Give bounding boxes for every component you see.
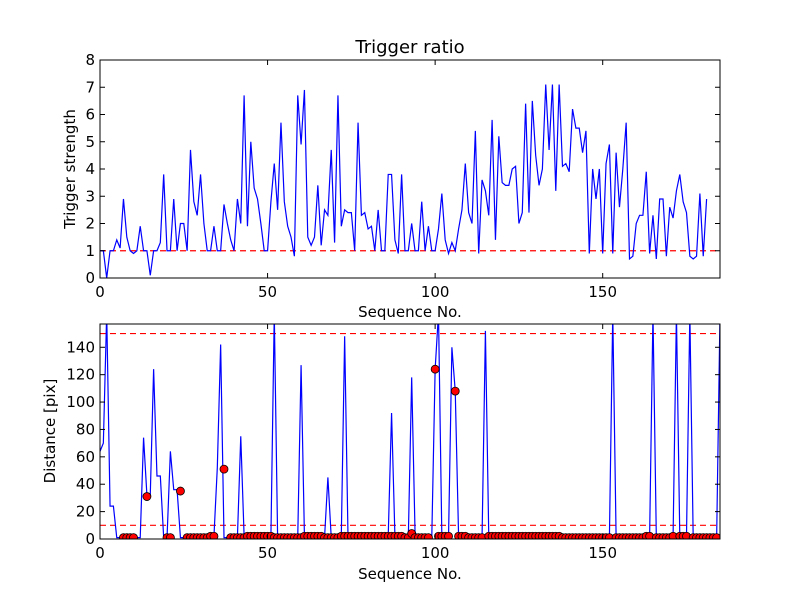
y-tick-label: 100	[66, 393, 95, 411]
data-point	[424, 533, 433, 539]
data-point	[176, 486, 185, 496]
y-tick-label: 5	[85, 133, 95, 151]
x-tick-label: 100	[421, 283, 450, 301]
y-axis-label: Trigger strength	[61, 109, 79, 230]
data-point	[129, 533, 138, 539]
data-point	[209, 531, 219, 539]
data-point	[444, 531, 453, 539]
y-tick-label: 20	[76, 503, 95, 521]
data-point	[219, 464, 229, 474]
y-tick-label: 0	[85, 530, 95, 548]
y-axis-label: Distance [pix]	[41, 379, 59, 484]
chart-title: Trigger ratio	[354, 37, 464, 58]
y-tick-label: 0	[85, 269, 95, 287]
series-line	[100, 84, 708, 278]
x-tick-label: 150	[588, 283, 617, 301]
y-tick-label: 3	[85, 187, 95, 205]
y-tick-label: 6	[85, 106, 95, 124]
x-tick-label: 100	[421, 544, 450, 562]
data-point	[142, 492, 152, 501]
trigger-ratio-chart: Trigger ratio 0 50 100 150 0 1 2 3 4 5 6 7 8 Sequenc…	[61, 37, 721, 321]
y-tick-label: 120	[66, 366, 95, 384]
y-tick-label: 7	[85, 78, 95, 96]
data-point	[430, 364, 440, 374]
y-tick-label: 4	[85, 160, 95, 178]
data-point	[165, 533, 175, 539]
y-tick-label: 1	[85, 242, 95, 260]
data-point	[712, 533, 720, 539]
x-tick-label: 0	[95, 544, 105, 562]
data-layer	[100, 84, 720, 278]
data-point	[450, 386, 460, 396]
x-tick-label: 50	[258, 544, 277, 562]
y-tick-label: 60	[76, 448, 95, 466]
distance-chart: 0 50 100 150 0 20 40 60 80 100 120 140 Sequence No.…	[41, 323, 721, 583]
ticks: 0 50 100 150 0 1 2 3 4 5 6 7 8	[85, 51, 720, 301]
y-tick-label: 140	[66, 338, 95, 356]
y-tick-label: 8	[85, 51, 95, 69]
ticks: 0 50 100 150 0 20 40 60 80 100 120 140	[66, 324, 720, 562]
x-tick-label: 50	[258, 283, 277, 301]
axes-frame	[99, 323, 721, 540]
y-tick-label: 2	[85, 215, 95, 233]
x-tick-label: 0	[95, 283, 105, 301]
y-tick-label: 40	[76, 475, 95, 493]
x-tick-label: 150	[588, 544, 617, 562]
y-tick-label: 80	[76, 420, 95, 438]
x-axis-label: Sequence No.	[358, 303, 462, 321]
x-axis-label: Sequence No.	[358, 565, 462, 583]
data-layer	[100, 324, 720, 539]
